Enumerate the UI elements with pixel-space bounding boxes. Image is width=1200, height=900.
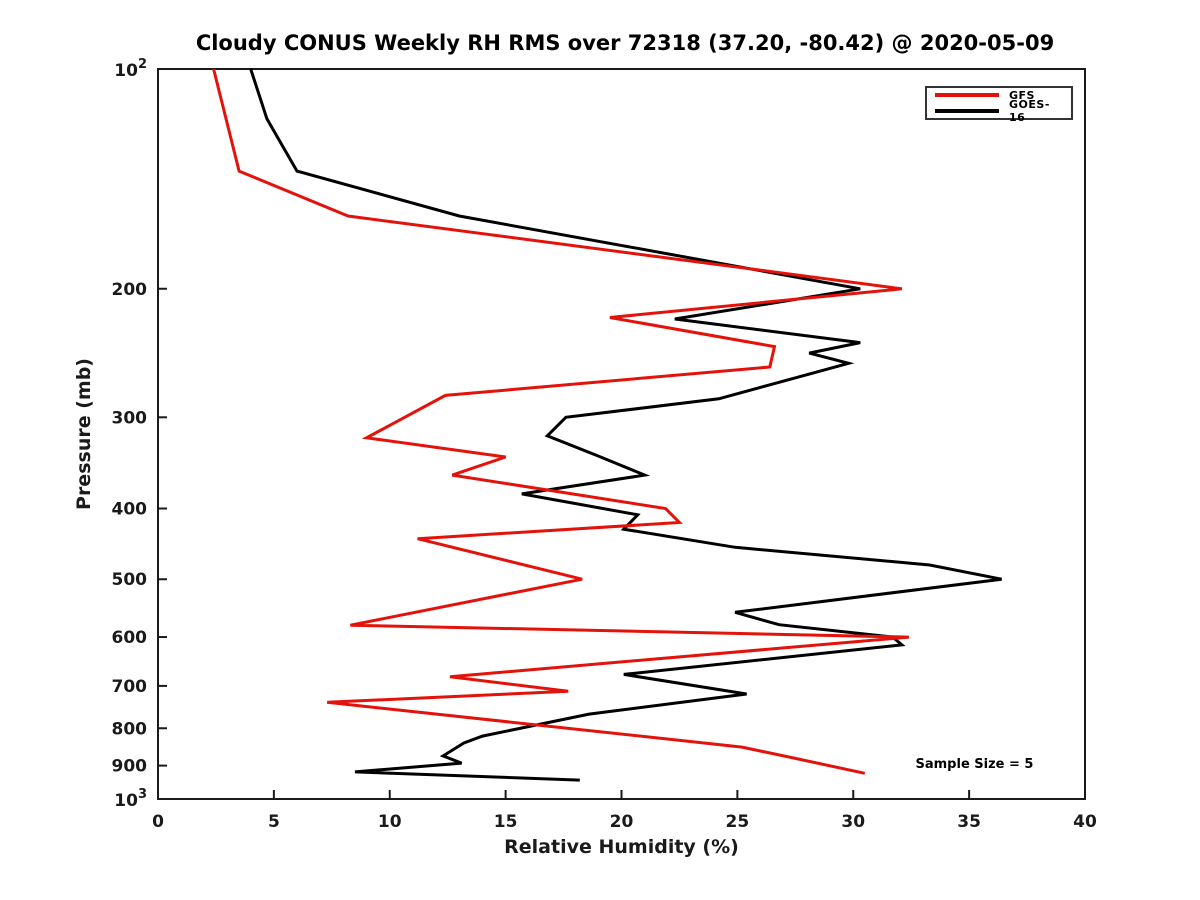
x-axis-label: Relative Humidity (%)	[504, 836, 739, 858]
y-tick-label: 900	[112, 757, 148, 777]
sample-size-annotation: Sample Size = 5	[915, 757, 1034, 772]
y-tick-label: 600	[112, 628, 148, 648]
y-tick-label: 300	[112, 408, 148, 428]
x-tick-label: 40	[1073, 812, 1097, 832]
legend: GFS GOES-16	[925, 86, 1073, 124]
figure-title: Cloudy CONUS Weekly RH RMS over 72318 (3…	[195, 31, 1055, 55]
goes16-line-swatch	[935, 109, 999, 113]
legend-label-gfs: GFS	[1009, 88, 1035, 102]
x-tick-label: 10	[378, 812, 402, 832]
x-tick-label: 20	[610, 812, 634, 832]
y-tick-label: 103	[114, 787, 147, 811]
goes16-line	[249, 68, 1002, 782]
x-tick-label: 15	[494, 812, 518, 832]
x-tick-label: 5	[268, 812, 280, 832]
y-tick-label: 500	[112, 570, 148, 590]
legend-item-gfs: GFS	[935, 89, 1063, 102]
plot-box	[157, 68, 1086, 800]
y-tick-label: 800	[112, 719, 148, 739]
x-tick-label: 0	[152, 812, 164, 832]
x-tick-label: 35	[957, 812, 981, 832]
x-tick-label: 30	[841, 812, 865, 832]
gfs-line-swatch	[935, 93, 999, 97]
x-tick-label: 25	[726, 812, 750, 832]
y-tick-label: 400	[112, 500, 148, 520]
legend-label-goes16: GOES-16	[1009, 98, 1050, 124]
gfs-line	[212, 68, 910, 775]
y-axis-label: Pressure (mb)	[73, 358, 95, 510]
y-tick-label: 200	[112, 280, 148, 300]
y-tick-label: 102	[114, 57, 147, 81]
y-tick-label: 700	[112, 677, 148, 697]
legend-item-goes16: GOES-16	[935, 98, 1063, 124]
